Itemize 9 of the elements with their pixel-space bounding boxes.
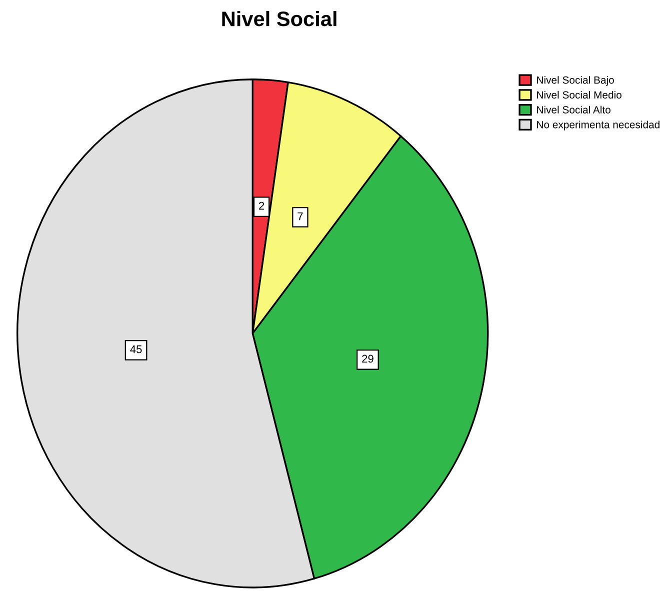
data-label: 29 [362,354,374,363]
data-label: 45 [130,345,142,354]
legend-label: Nivel Social Alto [537,106,610,114]
legend-label: Nivel Social Medio [537,90,622,99]
legend-label: No experimenta necesidad [537,120,660,130]
data-label: 2 [259,202,264,210]
data-label: 7 [298,212,303,220]
chart-title: Nivel Social [222,10,336,26]
legend-label: Nivel Social Bajo [537,76,614,86]
